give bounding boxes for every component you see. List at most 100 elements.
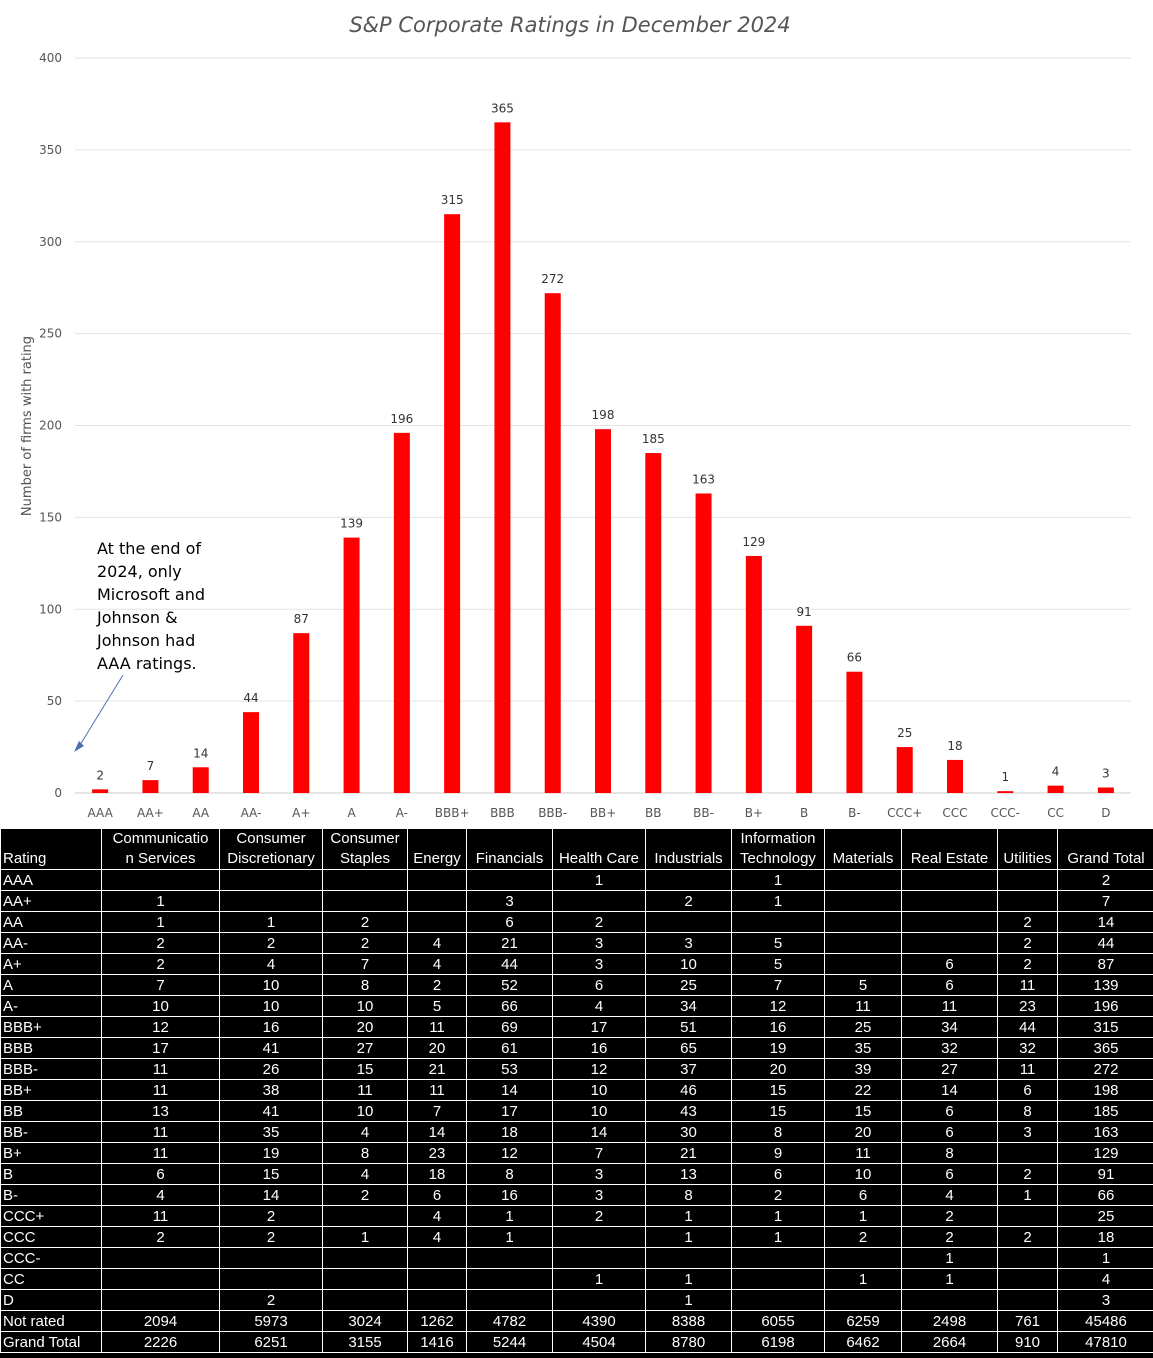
row-label: CCC-	[0, 1247, 102, 1269]
table-cell	[824, 911, 902, 933]
table-row: BB- 11 35 4 14 18 14 30 8 20 6 3 163	[0, 1121, 1153, 1143]
data-label: 25	[897, 726, 912, 740]
gridlines	[75, 57, 1131, 794]
data-label: 4	[1052, 765, 1060, 779]
column-header: Consumer Discretionary	[219, 828, 323, 870]
bar	[1097, 787, 1114, 793]
table-cell	[322, 1268, 408, 1290]
table-cell: 17	[101, 1037, 220, 1059]
table-cell: 51	[645, 1016, 732, 1038]
table-cell	[219, 890, 323, 912]
x-tick-labels: AAA AA+ AA AA- A+ A A- BBB+ BBB BBB- BB+ BB BB- B+ B B-…	[87, 806, 1110, 820]
table-cell: 3	[552, 953, 646, 975]
row-label: CCC	[0, 1226, 102, 1248]
column-header: Information Technology	[731, 828, 825, 870]
table-cell: 1	[824, 1205, 902, 1227]
table-cell: 11	[407, 1079, 467, 1101]
table-cell: 1	[645, 1289, 732, 1311]
table-cell: 5	[824, 974, 902, 996]
table-cell: 10	[824, 1163, 902, 1185]
table-cell: 3	[466, 890, 553, 912]
x-tick-label: A	[347, 806, 356, 820]
table-cell: 2	[997, 911, 1058, 933]
table-cell	[322, 1289, 408, 1311]
table-cell: 2	[219, 1226, 323, 1248]
column-header: Industrials	[645, 828, 732, 870]
table-cell: 14	[219, 1184, 323, 1206]
x-tick-label: BBB+	[435, 806, 470, 820]
table-row: AAA 1 1 2	[0, 869, 1153, 891]
table-cell: 2	[901, 1226, 998, 1248]
bar	[947, 759, 963, 793]
data-label: 139	[340, 517, 363, 531]
table-cell: 23	[997, 995, 1058, 1017]
table-cell	[731, 1289, 825, 1311]
x-tick-label: B	[800, 806, 808, 820]
table-cell: 34	[901, 1016, 998, 1038]
table-cell: 910	[997, 1331, 1058, 1353]
table-cell	[219, 869, 323, 891]
y-tick-label: 200	[39, 419, 62, 433]
table-cell: 26	[219, 1058, 323, 1080]
table-cell: 4	[322, 1121, 408, 1143]
table-header-row: Rating Communicatio n Services Consumer Disc…	[0, 828, 1153, 870]
table-cell: 11	[997, 1058, 1058, 1080]
table-cell: 3024	[322, 1310, 408, 1332]
table-cell: 1	[1057, 1247, 1153, 1269]
y-tick-labels: 0 50 100 150 200 250 300 350 400	[39, 51, 62, 800]
x-tick-label: AA	[192, 806, 210, 820]
table-cell: 1	[731, 1226, 825, 1248]
x-tick-label: B+	[745, 806, 763, 820]
table-cell: 3	[997, 1121, 1058, 1143]
table-cell: 47810	[1057, 1331, 1153, 1353]
y-axis-label: Number of firms with rating	[20, 336, 35, 516]
table-cell: 7	[101, 974, 220, 996]
table-cell: 12	[731, 995, 825, 1017]
bars	[92, 122, 1114, 793]
table-cell	[322, 1205, 408, 1227]
table-cell: 17	[552, 1016, 646, 1038]
table-cell: 27	[901, 1058, 998, 1080]
table-cell: 6462	[824, 1331, 902, 1353]
bar	[293, 633, 310, 793]
chart-title: S&P Corporate Ratings in December 2024	[349, 13, 790, 37]
x-tick-label: CC	[1047, 806, 1064, 820]
table-cell: 1	[901, 1268, 998, 1290]
table-cell: 1	[552, 869, 646, 891]
table-cell: 37	[645, 1058, 732, 1080]
table-row: B- 4 14 2 6 16 3 8 2 6 4 1 66	[0, 1184, 1153, 1206]
x-tick-label: BBB-	[538, 806, 567, 820]
table-cell: 2	[322, 932, 408, 954]
bar	[745, 555, 762, 793]
table-cell	[824, 932, 902, 954]
table-cell: 2	[219, 932, 323, 954]
data-label: 272	[541, 272, 564, 286]
table-cell	[731, 1247, 825, 1269]
table-cell: 12	[101, 1016, 220, 1038]
table-cell	[219, 1247, 323, 1269]
table-cell: 65	[645, 1037, 732, 1059]
table-cell: 12	[466, 1142, 553, 1164]
data-label: 14	[193, 746, 208, 760]
table-cell	[997, 1247, 1058, 1269]
table-cell: 16	[466, 1184, 553, 1206]
bar	[92, 789, 109, 793]
table-cell: 17	[466, 1100, 553, 1122]
bar	[595, 429, 611, 793]
column-header: Health Care	[552, 828, 646, 870]
table-cell: 4	[407, 932, 467, 954]
table-cell: 8	[645, 1184, 732, 1206]
table-cell: 4	[1057, 1268, 1153, 1290]
data-label: 365	[491, 101, 514, 115]
table-cell: 16	[731, 1016, 825, 1038]
row-label: BBB-	[0, 1058, 102, 1080]
x-tick-label: CCC	[942, 806, 967, 820]
table-cell: 2	[322, 911, 408, 933]
table-cell: 34	[645, 995, 732, 1017]
table-cell: 15	[824, 1100, 902, 1122]
bar	[796, 625, 813, 793]
table-cell: 20	[407, 1037, 467, 1059]
table-cell: 5	[731, 932, 825, 954]
table-cell: 35	[824, 1037, 902, 1059]
table-cell	[101, 869, 220, 891]
